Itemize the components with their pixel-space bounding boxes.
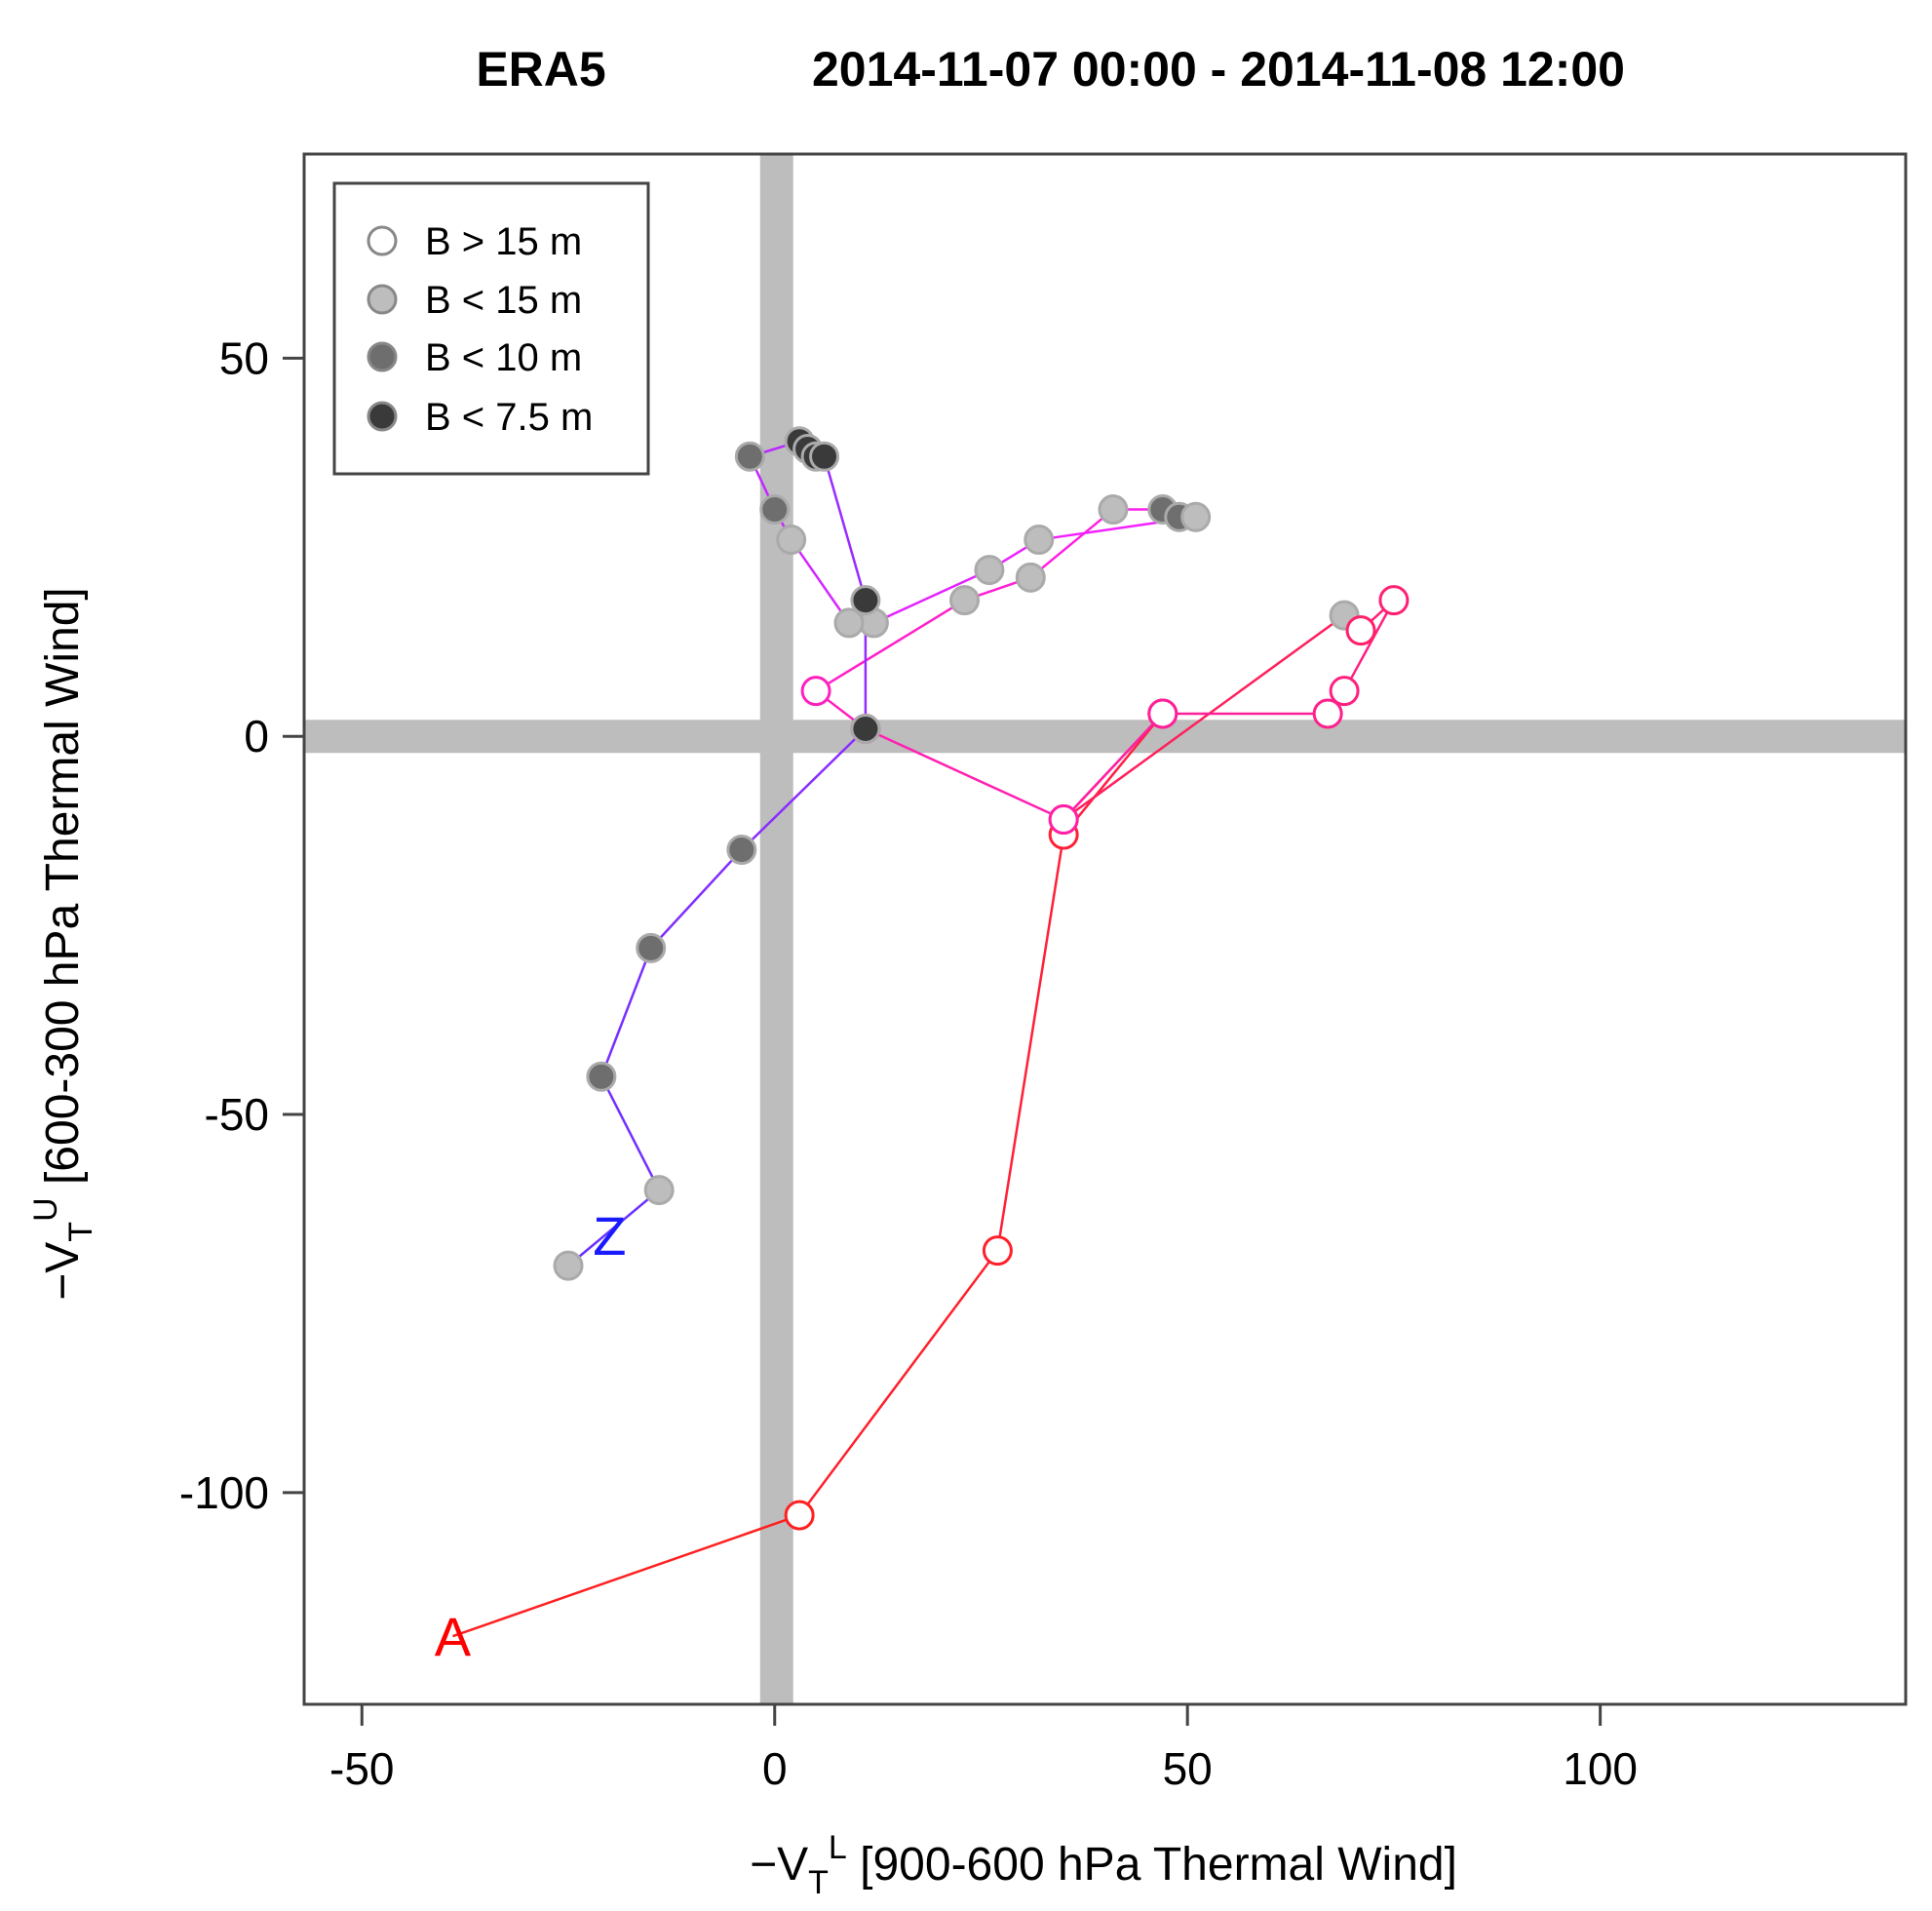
trajectory-point — [553, 1250, 584, 1281]
trajectory-segment — [649, 848, 743, 950]
legend-entry-4: B < 7.5 m — [367, 396, 593, 439]
end-label: Z — [593, 1205, 626, 1267]
trajectory-point — [586, 1061, 617, 1092]
trajectory-point — [759, 494, 791, 526]
y-axis-label: −VTU [600-300 hPa Thermal Wind] — [27, 587, 99, 1301]
trajectory-segment — [872, 568, 990, 625]
trajectory-point — [974, 555, 1005, 586]
y-tick-label: -100 — [179, 1467, 269, 1518]
trajectory-segment — [1343, 600, 1396, 692]
x-tick-label: 0 — [762, 1743, 788, 1794]
trajectory-segment — [790, 538, 850, 624]
y-axis-label-sub: T — [62, 1222, 99, 1242]
trajectory-point — [1024, 525, 1055, 556]
y-tick-label: 0 — [244, 711, 269, 761]
legend-marker-1 — [367, 225, 398, 256]
y-tick-label: 50 — [219, 332, 269, 383]
trajectory-line — [452, 440, 1396, 1638]
trajectory-segment — [740, 727, 867, 851]
trajectory-segment — [798, 1249, 999, 1516]
zero-lines — [304, 154, 1906, 1704]
trajectory-point — [833, 607, 865, 639]
legend: B > 15 m B < 15 m B < 10 m B < 7.5 m — [332, 181, 650, 476]
chart-title-right: 2014-11-07 00:00 - 2014-11-08 12:00 — [812, 42, 1625, 97]
legend-label-2: B < 15 m — [425, 279, 582, 322]
trajectory-segment — [865, 727, 1064, 821]
x-axis-label-text: [900-600 hPa Thermal Wind] — [847, 1839, 1457, 1891]
trajectory-point — [784, 1500, 815, 1531]
x-tick-label: 50 — [1163, 1743, 1213, 1794]
trajectory-point — [643, 1175, 675, 1206]
legend-marker-2 — [367, 284, 398, 315]
trajectory-segment — [567, 1189, 660, 1268]
legend-label-4: B < 7.5 m — [425, 396, 593, 439]
trajectory-point — [776, 525, 807, 556]
trajectory-point — [1345, 615, 1376, 646]
y-axis-label-prefix: −V — [37, 1242, 89, 1301]
trajectory-point — [726, 835, 757, 866]
trajectory-point — [1312, 698, 1343, 729]
trajectory-point — [809, 441, 840, 472]
trajectory-segment — [1063, 713, 1164, 836]
trajectory-point — [800, 676, 831, 707]
trajectory-segment — [599, 947, 652, 1077]
trajectory-point — [1147, 698, 1179, 729]
x-tick-label: -50 — [329, 1743, 394, 1794]
x-axis-label-sup: L — [829, 1829, 847, 1866]
trajectory-point — [1015, 562, 1046, 593]
x-axis-label-sub: T — [808, 1864, 829, 1901]
trajectory-segment — [1063, 713, 1164, 821]
trajectory-segment — [452, 1513, 800, 1638]
trajectory-point — [1329, 676, 1360, 707]
trajectory-segment — [599, 1075, 661, 1191]
trajectory-point — [1378, 585, 1410, 616]
trajectory-point — [1180, 501, 1212, 532]
trajectory-point — [1048, 804, 1079, 836]
legend-entry-2: B < 15 m — [367, 279, 582, 322]
trajectory-segment — [815, 599, 966, 692]
legend-entry-1: B > 15 m — [367, 220, 582, 263]
legend-label-3: B < 10 m — [425, 336, 582, 379]
x-tick-label: 100 — [1563, 1743, 1638, 1794]
y-axis: -100 -50 0 50 — [179, 332, 306, 1518]
trajectory-segment — [823, 455, 868, 601]
x-axis: -50 0 50 100 — [329, 1704, 1638, 1794]
legend-label-1: B > 15 m — [425, 220, 582, 263]
trajectory-point — [850, 585, 881, 616]
legend-entry-3: B < 10 m — [367, 336, 582, 379]
trajectory-segment — [996, 834, 1065, 1251]
trajectory-markers — [553, 426, 1410, 1531]
trajectory-segment — [1063, 614, 1345, 821]
x-axis-label-prefix: −V — [750, 1839, 808, 1891]
trajectory-point — [636, 932, 667, 963]
trajectory-point — [850, 713, 881, 744]
y-tick-label: -50 — [205, 1089, 269, 1140]
trajectory-point — [1098, 494, 1129, 526]
legend-marker-4 — [367, 401, 398, 432]
trajectory-point — [734, 441, 765, 472]
legend-marker-3 — [367, 341, 398, 372]
chart-title-left: ERA5 — [476, 42, 605, 97]
y-axis-label-text: [600-300 hPa Thermal Wind] — [37, 587, 89, 1197]
y-axis-label-sup: U — [27, 1197, 64, 1222]
start-label: A — [435, 1606, 472, 1667]
trajectory-point — [982, 1235, 1013, 1267]
trajectory-point — [949, 585, 981, 616]
x-axis-label: −VTL [900-600 hPa Thermal Wind] — [750, 1829, 1457, 1901]
trajectory-segment — [1029, 508, 1114, 579]
